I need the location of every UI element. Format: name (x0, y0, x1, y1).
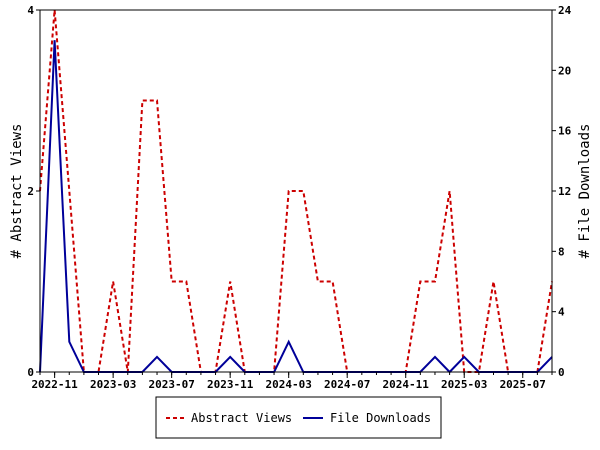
x-tick-label: 2023-03 (90, 378, 136, 391)
x-tick-label: 2022-11 (31, 378, 78, 391)
y-left-tick-label: 0 (27, 366, 34, 379)
legend-label-file-downloads: File Downloads (330, 411, 431, 425)
y-right-tick-label: 0 (558, 366, 565, 379)
x-tick-label: 2024-07 (324, 378, 370, 391)
legend: Abstract Views File Downloads (155, 396, 442, 439)
x-tick-label: 2023-07 (148, 378, 194, 391)
y-left-tick-label: 2 (27, 185, 34, 198)
legend-label-abstract-views: Abstract Views (191, 411, 292, 425)
y-left-tick-label: 4 (27, 4, 34, 17)
y-right-tick-label: 12 (558, 185, 571, 198)
y-right-tick-label: 4 (558, 306, 565, 319)
y-right-tick-label: 24 (558, 4, 572, 17)
x-tick-label: 2024-03 (266, 378, 312, 391)
legend-box (155, 396, 442, 439)
y-left-axis-title: # Abstract Views (9, 124, 25, 259)
x-tick-label: 2024-11 (383, 378, 430, 391)
y-right-tick-label: 16 (558, 125, 572, 138)
x-tick-label: 2023-11 (207, 378, 254, 391)
y-right-tick-label: 8 (558, 245, 565, 258)
x-tick-label: 2025-07 (500, 378, 546, 391)
y-right-axis-title: # File Downloads (577, 124, 593, 259)
plot-background (40, 10, 552, 372)
x-tick-label: 2025-03 (441, 378, 487, 391)
y-right-tick-label: 20 (558, 64, 571, 77)
